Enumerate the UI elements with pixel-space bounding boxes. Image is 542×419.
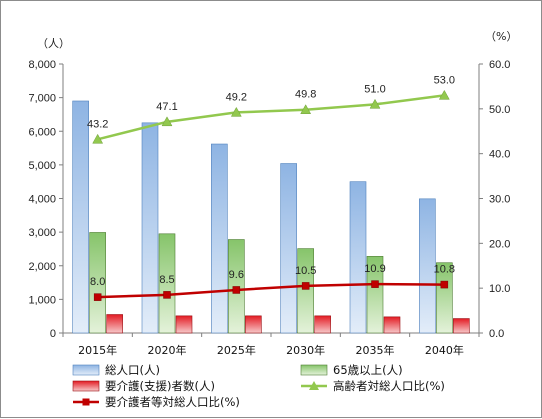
bar-1 — [280, 163, 297, 334]
lines — [92, 89, 450, 301]
legend: 総人口(人) 65歳以上(人) 要介護(支援)者数(人) 高齢者対総人口比(%) 要介護… — [72, 363, 445, 409]
legend-label: 要介護(支援)者数(人) — [105, 379, 215, 393]
y-left-tick-label: 4,000 — [28, 194, 56, 206]
line-marker-triangle — [230, 106, 242, 117]
bar-1 — [211, 143, 228, 334]
data-label: 9.6 — [229, 269, 244, 281]
data-label: 49.2 — [226, 91, 247, 103]
y-left-tick-label: 7,000 — [28, 93, 56, 105]
line-marker-triangle — [438, 89, 450, 100]
legend-label: 65歳以上(人) — [333, 363, 403, 377]
y-left-tick-label: 6,000 — [28, 126, 56, 138]
data-label: 49.8 — [295, 89, 316, 101]
legend-swatch-bar — [300, 364, 328, 376]
bar-3 — [453, 318, 470, 334]
x-tick-label: 2025年 — [217, 343, 256, 357]
x-tick-label: 2035年 — [356, 343, 395, 357]
line-marker-triangle — [92, 133, 104, 144]
bar-3 — [314, 315, 331, 334]
data-label: 10.8 — [434, 264, 455, 276]
legend-label: 高齢者対総人口比(%) — [333, 379, 445, 393]
bar-2 — [89, 232, 106, 334]
line-marker-square — [301, 282, 310, 290]
y-right-tick-label: 10.0 — [489, 283, 510, 295]
line-marker-square — [163, 291, 171, 299]
line-marker-triangle — [300, 104, 312, 114]
legend-swatch-bar — [72, 364, 100, 376]
y-left-tick-label: 8,000 — [28, 59, 56, 71]
y-right-tick-label: 0.0 — [489, 328, 504, 340]
legend-marker-triangle — [309, 381, 319, 390]
y-right-tick-label: 30.0 — [489, 194, 510, 206]
y-right-tick-label: 20.0 — [489, 238, 510, 250]
y-left-unit: （人） — [37, 37, 70, 50]
bar-2 — [297, 248, 314, 334]
x-tick-label: 2040年 — [425, 343, 464, 357]
line-marker-square — [440, 280, 449, 289]
y-left-tick-label: 2,000 — [28, 261, 56, 273]
data-label: 8.0 — [90, 276, 105, 288]
data-label: 53.0 — [434, 74, 455, 86]
line-marker-square — [371, 280, 379, 288]
y-right-unit: （%） — [485, 30, 517, 43]
line-marker-square — [93, 293, 102, 301]
line-marker-triangle — [369, 98, 381, 109]
bar-1 — [72, 100, 89, 334]
legend-swatch-bar — [72, 380, 100, 392]
bar-3 — [106, 314, 123, 334]
line-series-2 — [97, 282, 445, 299]
bar-3 — [245, 315, 262, 334]
bar-1 — [419, 198, 436, 334]
x-tick-label: 2030年 — [286, 343, 325, 357]
y-left-tick-label: 1,000 — [28, 294, 56, 306]
bar-1 — [349, 181, 367, 334]
data-labels: 43.2 47.1 49.2 49.8 51.0 53.0 8.0 8.5 9.6 10.5 10.… — [87, 74, 455, 288]
y-right-tick-label: 40.0 — [489, 149, 510, 161]
y-left-tick-label: 5,000 — [28, 160, 56, 172]
axes: 0 1,000 2,000 3,000 4,000 5,000 6,000 7,000 8,00… — [28, 59, 510, 357]
legend-marker-square — [82, 398, 90, 406]
data-label: 43.2 — [87, 118, 108, 130]
data-label: 47.1 — [156, 101, 177, 113]
data-label: 51.0 — [364, 83, 385, 95]
y-left-tick-label: 0 — [50, 328, 56, 340]
data-label: 10.9 — [364, 263, 385, 275]
bar-2 — [158, 233, 176, 334]
line-series-1 — [97, 94, 445, 141]
bars — [72, 100, 470, 334]
bar-3 — [383, 316, 401, 334]
legend-label: 総人口(人) — [105, 363, 160, 377]
data-label: 10.5 — [295, 265, 316, 277]
bar-2 — [366, 256, 384, 334]
y-right-tick-label: 60.0 — [489, 59, 510, 71]
line-marker-square — [232, 286, 241, 294]
legend-label: 要介護者等対総人口比(%) — [105, 395, 240, 409]
x-tick-label: 2020年 — [148, 343, 187, 357]
bar-1 — [141, 122, 159, 334]
bar-3 — [175, 315, 193, 334]
line-marker-triangle — [161, 116, 173, 127]
x-tick-label: 2015年 — [78, 343, 117, 357]
bar-2 — [436, 262, 453, 334]
y-left-tick-label: 3,000 — [28, 227, 56, 239]
y-right-tick-label: 50.0 — [489, 104, 510, 116]
data-label: 8.5 — [159, 274, 174, 286]
